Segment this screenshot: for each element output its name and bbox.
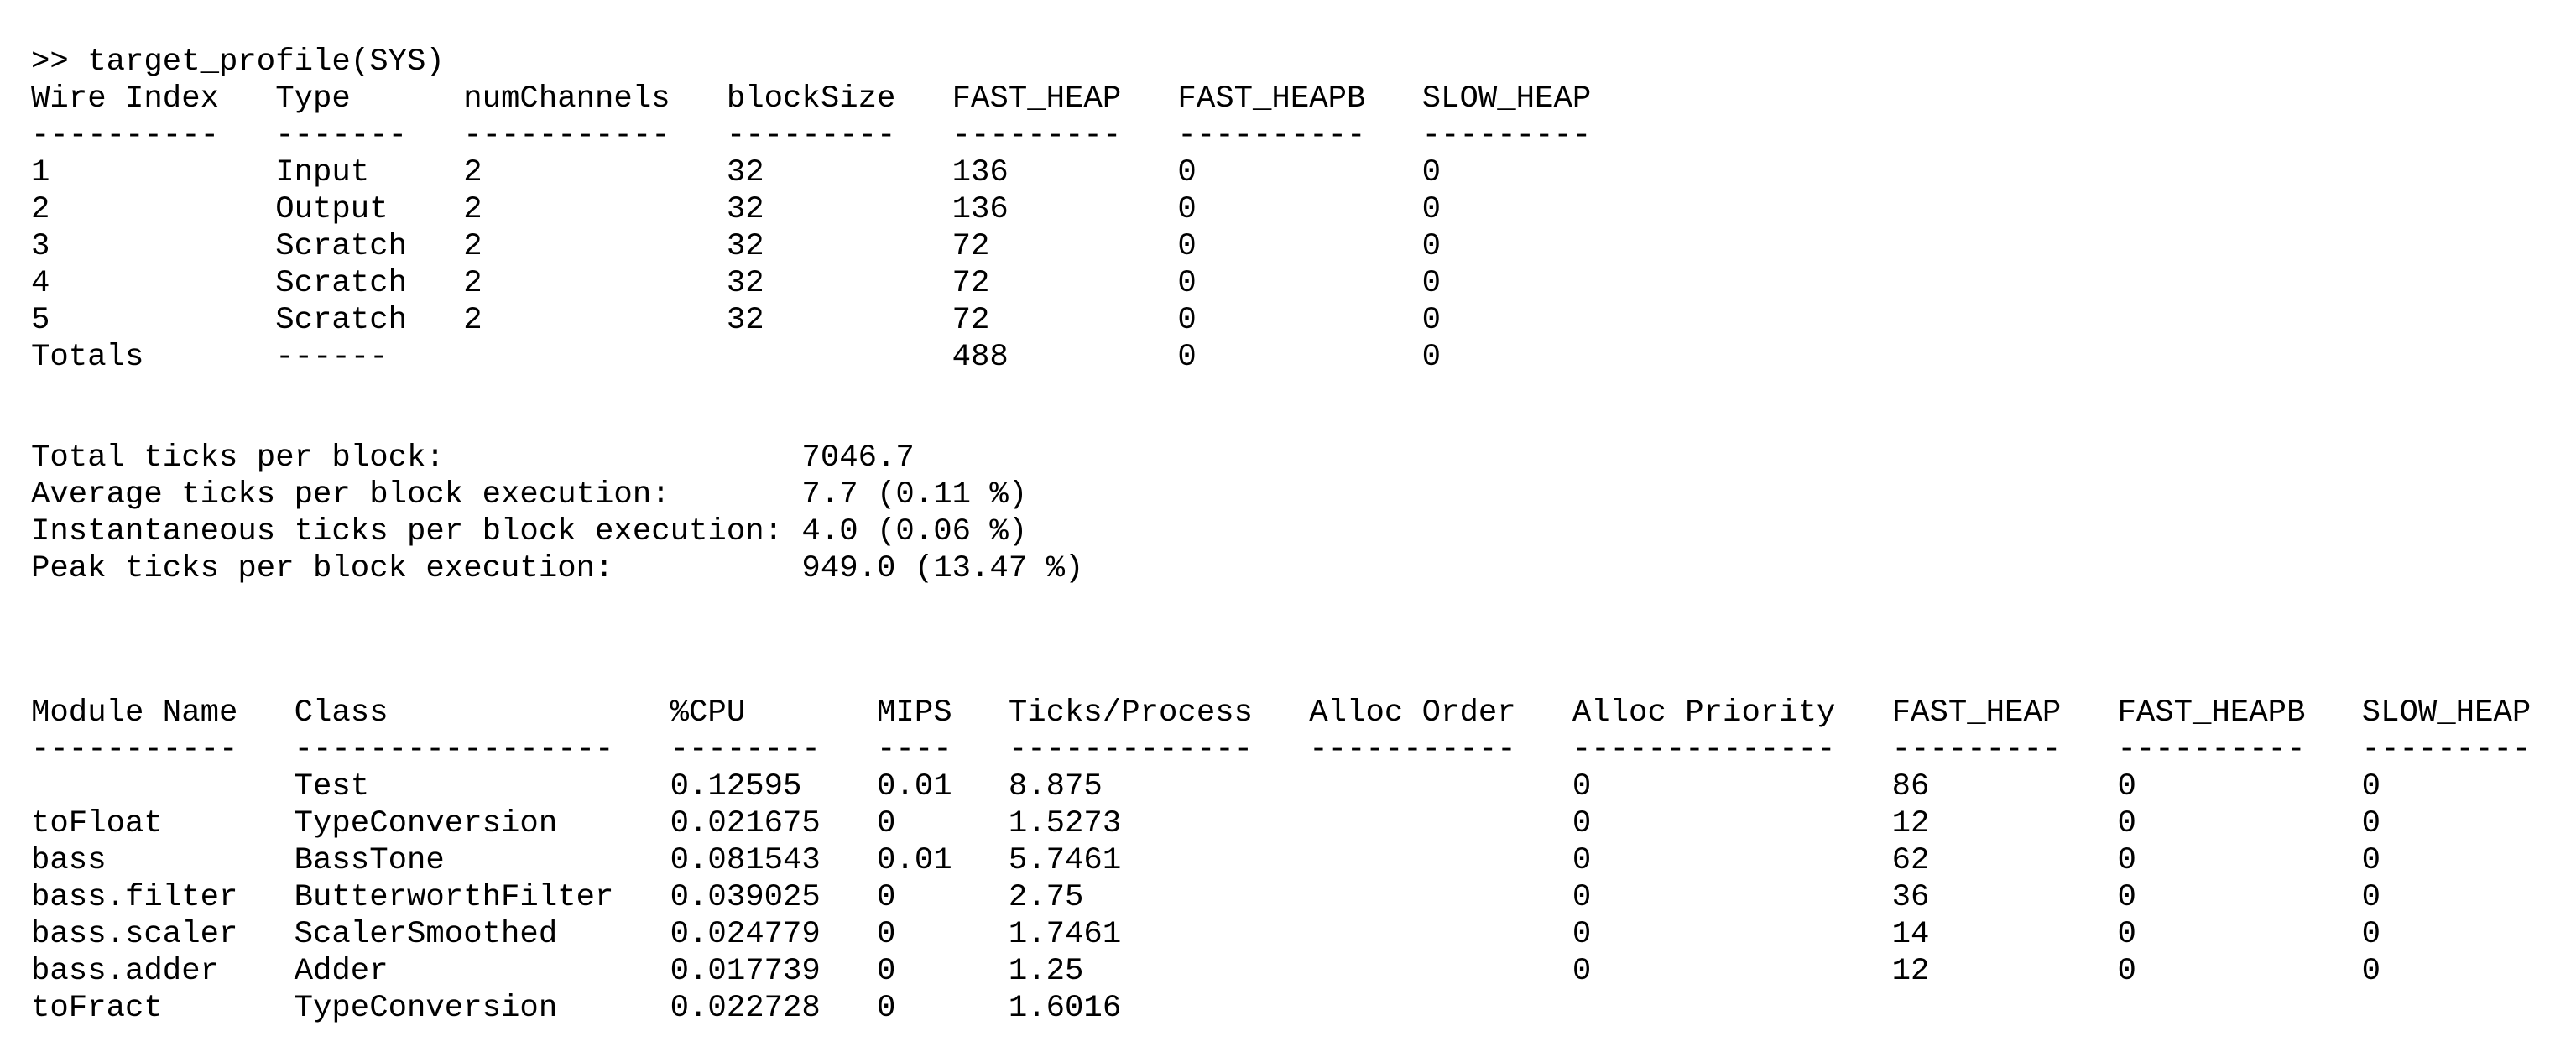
module-table-header-line: Module Name Class %CPU MIPS Ticks/Proces… <box>31 695 2532 731</box>
module-table-row: bass.filter ButterworthFilter 0.039025 0… <box>31 880 2381 915</box>
wire-table-row: 5 Scratch 2 32 72 0 0 <box>31 303 1442 338</box>
wire-table-row: 4 Scratch 2 32 72 0 0 <box>31 266 1442 301</box>
ticks-summary-line: Peak ticks per block execution: 949.0 (1… <box>31 551 1084 586</box>
wire-table-row: 1 Input 2 32 136 0 0 <box>31 155 1442 190</box>
wire-table-row: Totals ------ 488 0 0 <box>31 340 1442 375</box>
ticks-summary-line: Total ticks per block: 7046.7 <box>31 440 915 476</box>
module-table-separator-line: ----------- ----------------- -------- -… <box>31 732 2532 768</box>
module-table-row: bass.scaler ScalerSmoothed 0.024779 0 1.… <box>31 917 2381 952</box>
wire-table-row: 2 Output 2 32 136 0 0 <box>31 192 1442 227</box>
module-table-row: bass BassTone 0.081543 0.01 5.7461 0 62 … <box>31 843 2381 878</box>
module-table-row: Test 0.12595 0.01 8.875 0 86 0 0 <box>31 769 2381 804</box>
wire-table-row: 3 Scratch 2 32 72 0 0 <box>31 229 1442 264</box>
ticks-summary-line: Instantaneous ticks per block execution:… <box>31 514 1028 549</box>
module-table-row: bass.adder Adder 0.017739 0 1.25 0 12 0 … <box>31 954 2381 989</box>
command-prompt-line: >> target_profile(SYS) <box>31 44 445 80</box>
module-table-row: toFloat TypeConversion 0.021675 0 1.5273… <box>31 806 2381 841</box>
wire-table-header-line: Wire Index Type numChannels blockSize FA… <box>31 81 1592 117</box>
ticks-summary-line: Average ticks per block execution: 7.7 (… <box>31 477 1028 513</box>
wire-table-separator-line: ---------- ------- ----------- ---------… <box>31 118 1592 154</box>
module-table-row: toFract TypeConversion 0.022728 0 1.6016 <box>31 991 2362 1026</box>
